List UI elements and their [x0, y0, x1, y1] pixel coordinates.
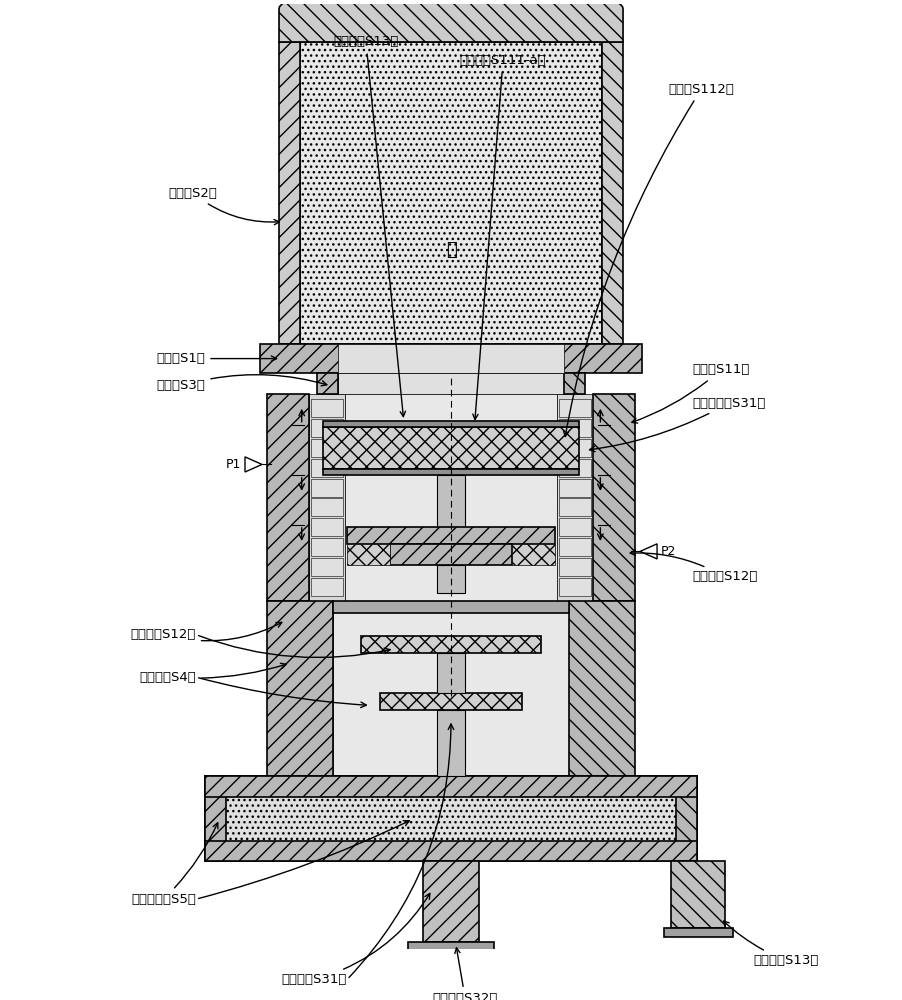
- Text: 水: 水: [446, 241, 456, 259]
- Bar: [323, 469, 578, 475]
- Text: 中间孔（S13）: 中间孔（S13）: [723, 921, 818, 967]
- Bar: [311, 459, 343, 477]
- Text: 密封圈（S4）: 密封圈（S4）: [139, 663, 286, 684]
- Bar: [564, 373, 584, 394]
- Text: A4: A4: [272, 528, 288, 541]
- Bar: [557, 394, 592, 601]
- Text: 出水孔（S32）: 出水孔（S32）: [432, 948, 497, 1000]
- Bar: [361, 636, 540, 653]
- Bar: [266, 394, 308, 601]
- Bar: [670, 861, 724, 928]
- Bar: [558, 399, 590, 417]
- Bar: [558, 558, 590, 576]
- Text: P2: P2: [660, 545, 676, 558]
- Bar: [437, 475, 465, 527]
- Bar: [279, 42, 299, 344]
- Text: A4: A4: [613, 528, 630, 541]
- Bar: [337, 373, 564, 394]
- Bar: [266, 601, 333, 776]
- Bar: [512, 544, 555, 565]
- Bar: [568, 601, 635, 776]
- Text: 限位环（S13）: 限位环（S13）: [333, 35, 405, 417]
- Bar: [299, 42, 602, 344]
- Bar: [205, 841, 696, 861]
- Bar: [558, 479, 590, 497]
- Bar: [558, 518, 590, 536]
- Bar: [311, 538, 343, 556]
- Bar: [311, 578, 343, 596]
- Bar: [205, 776, 696, 797]
- Bar: [437, 565, 465, 593]
- Bar: [558, 498, 590, 516]
- Text: P1: P1: [226, 458, 241, 471]
- Bar: [311, 439, 343, 457]
- Bar: [558, 538, 590, 556]
- Bar: [408, 942, 493, 951]
- Text: 螺旋线圈（S31）: 螺旋线圈（S31）: [589, 397, 765, 452]
- Bar: [558, 578, 590, 596]
- Bar: [333, 601, 568, 613]
- Text: A1: A1: [613, 409, 630, 422]
- Bar: [260, 344, 641, 373]
- Bar: [311, 518, 343, 536]
- Bar: [558, 439, 590, 457]
- Bar: [346, 544, 389, 565]
- Bar: [333, 601, 568, 776]
- Bar: [308, 394, 345, 601]
- Polygon shape: [279, 0, 622, 42]
- Bar: [337, 344, 564, 373]
- Bar: [323, 427, 578, 469]
- Text: 阀芯（S11）: 阀芯（S11）: [631, 363, 749, 423]
- Text: A3: A3: [613, 478, 630, 491]
- Text: 出水柱（S31）: 出水柱（S31）: [281, 893, 429, 986]
- Bar: [205, 776, 226, 861]
- Bar: [676, 776, 696, 861]
- Bar: [323, 421, 578, 427]
- Bar: [205, 776, 696, 861]
- Bar: [558, 419, 590, 437]
- Bar: [311, 419, 343, 437]
- Bar: [345, 394, 557, 601]
- Text: 导磁体（S12）: 导磁体（S12）: [130, 622, 281, 641]
- Bar: [437, 653, 465, 693]
- Bar: [311, 498, 343, 516]
- Bar: [311, 479, 343, 497]
- Text: A3: A3: [272, 478, 288, 491]
- Text: 磁体（S112）: 磁体（S112）: [563, 83, 733, 437]
- Text: 透水孔（S111-a）: 透水孔（S111-a）: [459, 54, 546, 419]
- Bar: [311, 399, 343, 417]
- Polygon shape: [640, 544, 657, 559]
- Bar: [317, 373, 337, 394]
- Text: 暂存容器（S5）: 暂存容器（S5）: [131, 823, 217, 906]
- Bar: [389, 544, 512, 565]
- Bar: [558, 459, 590, 477]
- Bar: [422, 861, 479, 942]
- Text: 桶盖（S1）: 桶盖（S1）: [156, 352, 276, 365]
- Text: 桶座（S3）: 桶座（S3）: [156, 375, 327, 392]
- Bar: [437, 710, 465, 776]
- Bar: [311, 558, 343, 576]
- Polygon shape: [244, 457, 262, 472]
- Bar: [346, 527, 555, 544]
- Bar: [602, 42, 622, 344]
- Bar: [663, 928, 732, 937]
- Text: 水桶（S2）: 水桶（S2）: [169, 187, 279, 225]
- Text: A1: A1: [272, 409, 288, 422]
- Bar: [592, 394, 635, 601]
- Bar: [380, 693, 521, 710]
- Polygon shape: [299, 0, 602, 42]
- Text: 导磁体（S12）: 导磁体（S12）: [630, 550, 757, 583]
